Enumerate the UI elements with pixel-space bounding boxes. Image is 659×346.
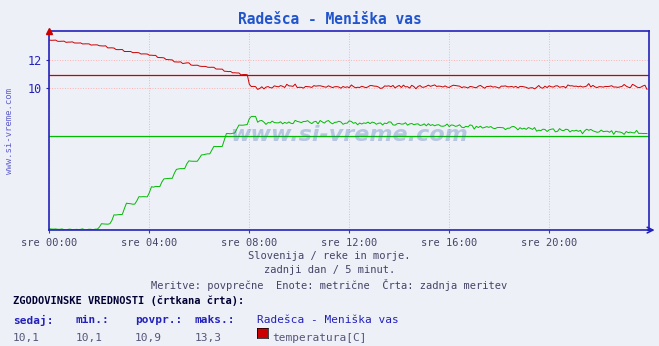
- Text: ZGODOVINSKE VREDNOSTI (črtkana črta):: ZGODOVINSKE VREDNOSTI (črtkana črta):: [13, 296, 244, 306]
- Text: Radešca - Meniška vas: Radešca - Meniška vas: [257, 315, 399, 325]
- Text: www.si-vreme.com: www.si-vreme.com: [5, 89, 14, 174]
- Text: min.:: min.:: [76, 315, 109, 325]
- Text: 10,1: 10,1: [76, 333, 103, 343]
- Text: 10,1: 10,1: [13, 333, 40, 343]
- Text: maks.:: maks.:: [194, 315, 235, 325]
- Text: Slovenija / reke in morje.: Slovenija / reke in morje.: [248, 251, 411, 261]
- Text: povpr.:: povpr.:: [135, 315, 183, 325]
- Text: Radešca - Meniška vas: Radešca - Meniška vas: [238, 12, 421, 27]
- Text: 10,9: 10,9: [135, 333, 162, 343]
- Text: 13,3: 13,3: [194, 333, 221, 343]
- Text: zadnji dan / 5 minut.: zadnji dan / 5 minut.: [264, 265, 395, 275]
- Text: temperatura[C]: temperatura[C]: [272, 333, 366, 343]
- Text: sedaj:: sedaj:: [13, 315, 53, 326]
- Text: Meritve: povprečne  Enote: metrične  Črta: zadnja meritev: Meritve: povprečne Enote: metrične Črta:…: [152, 279, 507, 291]
- Text: www.si-vreme.com: www.si-vreme.com: [231, 125, 468, 145]
